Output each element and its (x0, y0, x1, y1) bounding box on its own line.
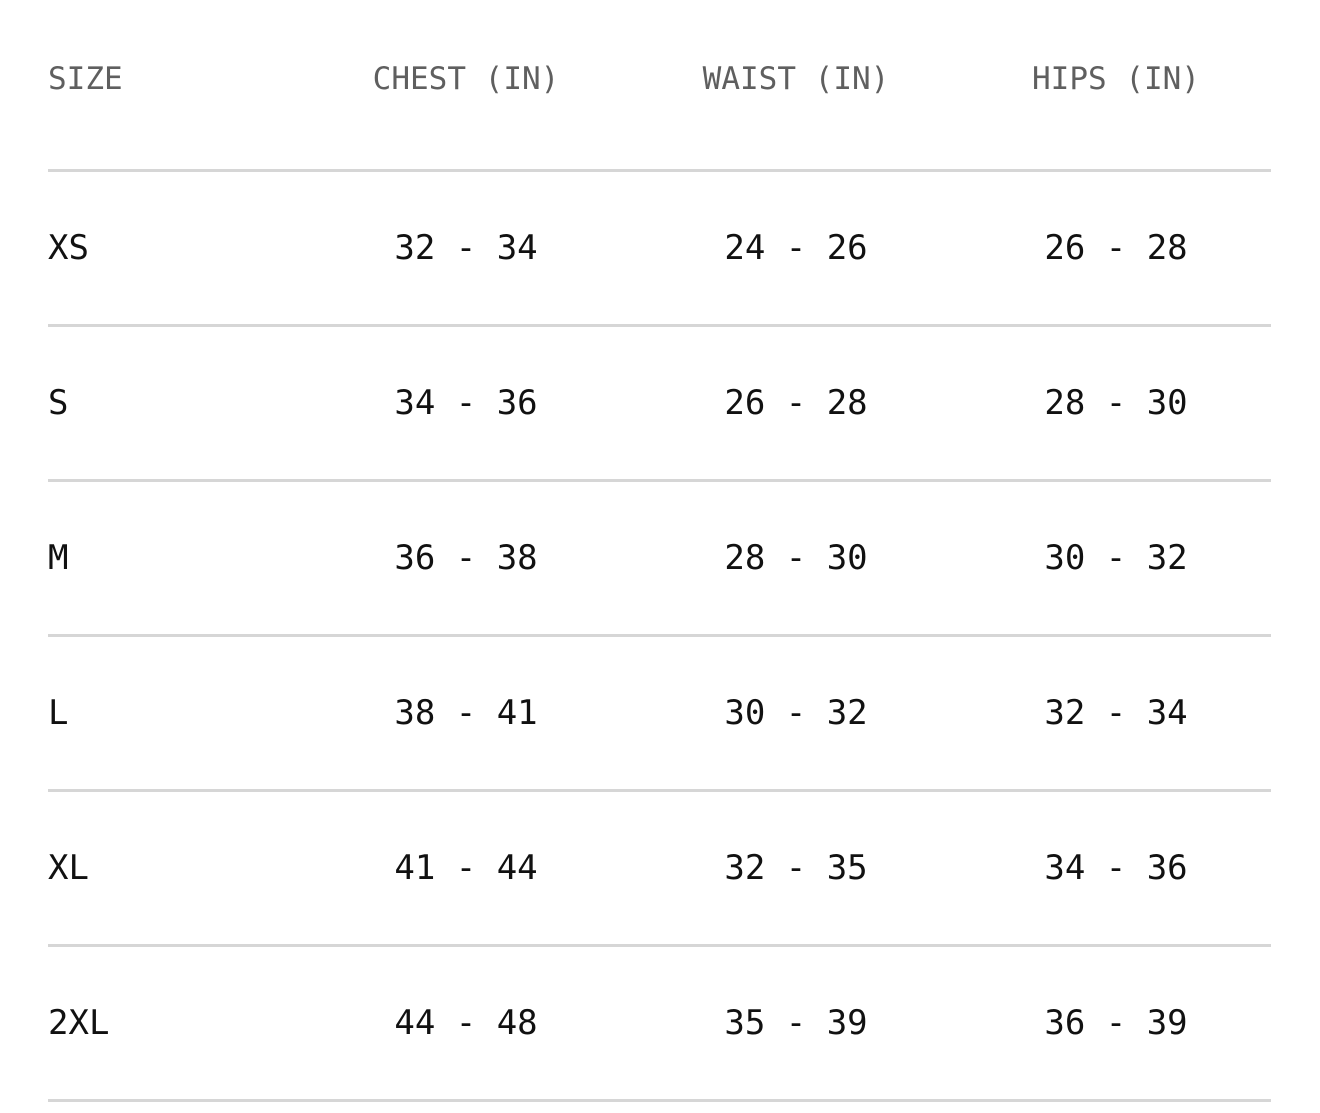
header-size: SIZE (48, 60, 123, 97)
header-hips: HIPS (IN) (1032, 60, 1200, 97)
cell-waist: 32 - 35 (724, 848, 868, 888)
cell-size: L (48, 693, 69, 733)
table-row: M 36 - 38 28 - 30 30 - 32 (48, 482, 1271, 637)
cell-chest: 41 - 44 (394, 848, 538, 888)
cell-hips: 28 - 30 (1044, 383, 1188, 423)
cell-waist: 24 - 26 (724, 228, 868, 268)
cell-waist: 30 - 32 (724, 693, 868, 733)
table-body: XS 32 - 34 24 - 26 26 - 28 S 34 - 36 26 - 28 28… (48, 172, 1271, 1102)
cell-hips: 34 - 36 (1044, 848, 1188, 888)
table-header-row: SIZE CHEST (IN) WAIST (IN) HIPS (IN) (48, 0, 1271, 172)
table-row: 2XL 44 - 48 35 - 39 36 - 39 (48, 947, 1271, 1102)
table-row: XS 32 - 34 24 - 26 26 - 28 (48, 172, 1271, 327)
cell-chest: 38 - 41 (394, 693, 538, 733)
cell-hips: 36 - 39 (1044, 1003, 1188, 1043)
cell-hips: 26 - 28 (1044, 228, 1188, 268)
cell-hips: 30 - 32 (1044, 538, 1188, 578)
cell-hips: 32 - 34 (1044, 693, 1188, 733)
cell-size: M (48, 538, 69, 578)
table-row: XL 41 - 44 32 - 35 34 - 36 (48, 792, 1271, 947)
cell-waist: 26 - 28 (724, 383, 868, 423)
cell-waist: 28 - 30 (724, 538, 868, 578)
table-row: L 38 - 41 30 - 32 32 - 34 (48, 637, 1271, 792)
header-waist: WAIST (IN) (702, 60, 890, 97)
cell-chest: 36 - 38 (394, 538, 538, 578)
cell-chest: 32 - 34 (394, 228, 538, 268)
cell-chest: 44 - 48 (394, 1003, 538, 1043)
size-chart-table: SIZE CHEST (IN) WAIST (IN) HIPS (IN) XS 3… (48, 0, 1271, 1102)
cell-waist: 35 - 39 (724, 1003, 868, 1043)
header-chest: CHEST (IN) (372, 60, 560, 97)
cell-size: XS (48, 228, 89, 268)
cell-size: 2XL (48, 1003, 110, 1043)
cell-chest: 34 - 36 (394, 383, 538, 423)
table-row: S 34 - 36 26 - 28 28 - 30 (48, 327, 1271, 482)
cell-size: S (48, 383, 69, 423)
cell-size: XL (48, 848, 89, 888)
